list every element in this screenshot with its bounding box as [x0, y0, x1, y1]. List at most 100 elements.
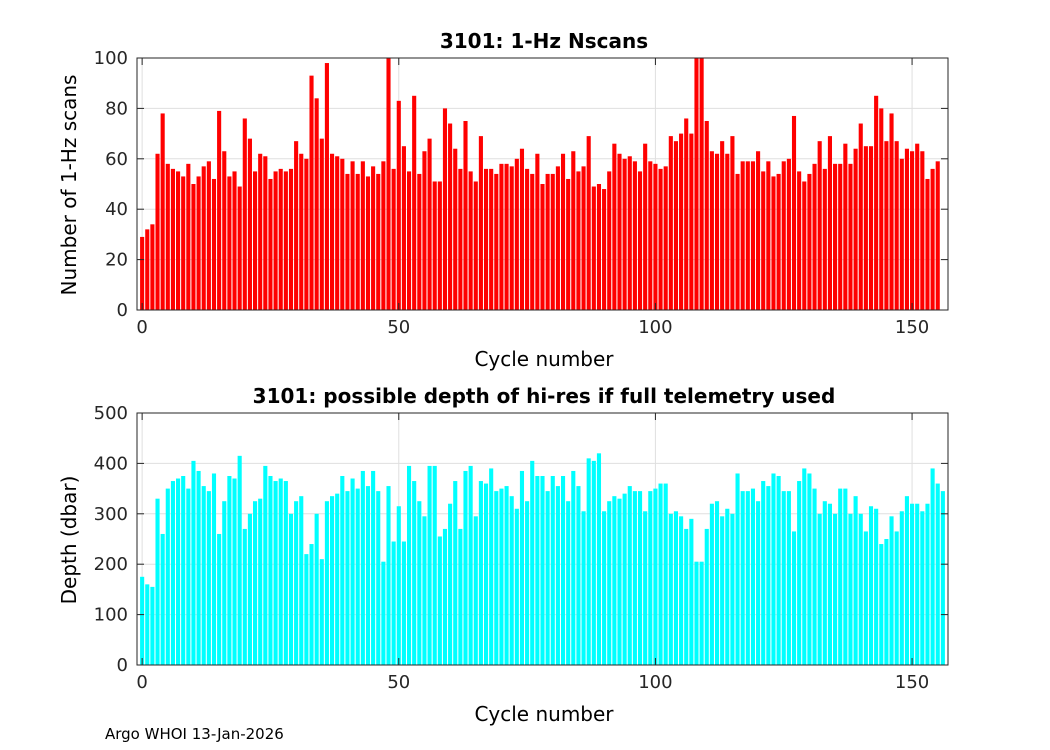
bar: [258, 498, 263, 665]
y-axis-label: Depth (dbar): [57, 476, 81, 605]
bar: [463, 470, 468, 665]
footer-credit: Argo WHOI 13-Jan-2026: [105, 725, 284, 743]
bar: [709, 151, 714, 310]
bar: [499, 488, 504, 665]
y-tick-label: 80: [105, 98, 128, 119]
bar: [365, 176, 371, 310]
bar: [283, 171, 288, 310]
bar: [422, 516, 427, 665]
bar: [602, 511, 607, 665]
bar: [509, 166, 514, 310]
panel-nscans: 3101: 1-Hz Nscans Cycle number Number of…: [57, 29, 949, 371]
bar: [802, 468, 807, 665]
bar: [560, 476, 566, 665]
bar: [560, 153, 566, 310]
bar: [165, 488, 170, 665]
bar: [658, 168, 663, 310]
bar: [483, 168, 489, 310]
bar: [694, 58, 699, 310]
bar: [735, 173, 740, 310]
bar: [884, 141, 889, 310]
bar: [730, 513, 735, 665]
bar: [745, 491, 750, 665]
bar: [838, 488, 843, 665]
y-tick-label: 0: [117, 655, 128, 676]
bar: [776, 476, 781, 665]
bar: [406, 465, 412, 665]
bar: [791, 531, 797, 665]
bar: [530, 173, 535, 310]
bar: [612, 496, 617, 665]
bar: [643, 143, 648, 310]
bar: [360, 470, 365, 665]
bar: [663, 483, 668, 665]
bar: [668, 136, 673, 310]
bar: [596, 184, 602, 310]
bar: [160, 113, 165, 310]
bar: [581, 166, 586, 310]
bar: [940, 491, 945, 665]
bar: [478, 481, 483, 665]
bar: [858, 123, 863, 311]
bar: [478, 136, 483, 310]
bar: [781, 491, 786, 665]
bar: [371, 166, 376, 310]
bar: [150, 224, 155, 310]
bar: [684, 118, 689, 310]
bar: [848, 513, 853, 665]
bar: [463, 121, 468, 310]
bar: [915, 143, 920, 310]
bar: [386, 486, 391, 665]
bar: [704, 121, 709, 310]
bar: [242, 528, 247, 665]
bar: [679, 133, 684, 310]
bar: [376, 173, 381, 310]
bar: [591, 186, 596, 310]
bar: [448, 503, 453, 665]
bar: [232, 171, 237, 310]
bar: [160, 533, 165, 665]
bar: [432, 465, 437, 665]
bar: [910, 151, 915, 310]
bar: [540, 184, 545, 310]
bar: [714, 153, 720, 310]
bar: [309, 544, 314, 665]
bar: [494, 173, 499, 310]
bar: [858, 513, 863, 665]
bar: [263, 465, 268, 665]
bar: [273, 171, 278, 310]
bar: [350, 478, 355, 665]
bar: [391, 168, 396, 310]
bar: [863, 531, 868, 665]
bar: [684, 528, 689, 665]
bar: [637, 491, 643, 665]
bar: [391, 541, 396, 665]
bar-series: [140, 58, 940, 311]
bar: [483, 483, 489, 665]
y-tick-label: 300: [94, 504, 128, 525]
bar: [935, 483, 940, 665]
bar: [206, 491, 211, 665]
bar: [653, 163, 658, 310]
bar: [591, 460, 596, 665]
bar: [283, 481, 288, 665]
bar: [745, 161, 750, 310]
bar: [817, 141, 822, 310]
bar: [786, 491, 791, 665]
bar: [401, 541, 406, 665]
bar: [191, 460, 196, 665]
bar: [268, 178, 273, 310]
bar: [689, 518, 694, 665]
bar: [833, 513, 838, 665]
bar: [704, 528, 709, 665]
bar: [360, 161, 365, 310]
bar: [468, 465, 473, 665]
bar: [319, 138, 324, 310]
bar: [304, 554, 309, 665]
bar: [643, 511, 648, 665]
bar: [632, 161, 637, 310]
bar: [868, 506, 874, 665]
bar: [335, 493, 340, 665]
bar: [299, 496, 304, 665]
bar: [453, 481, 458, 665]
